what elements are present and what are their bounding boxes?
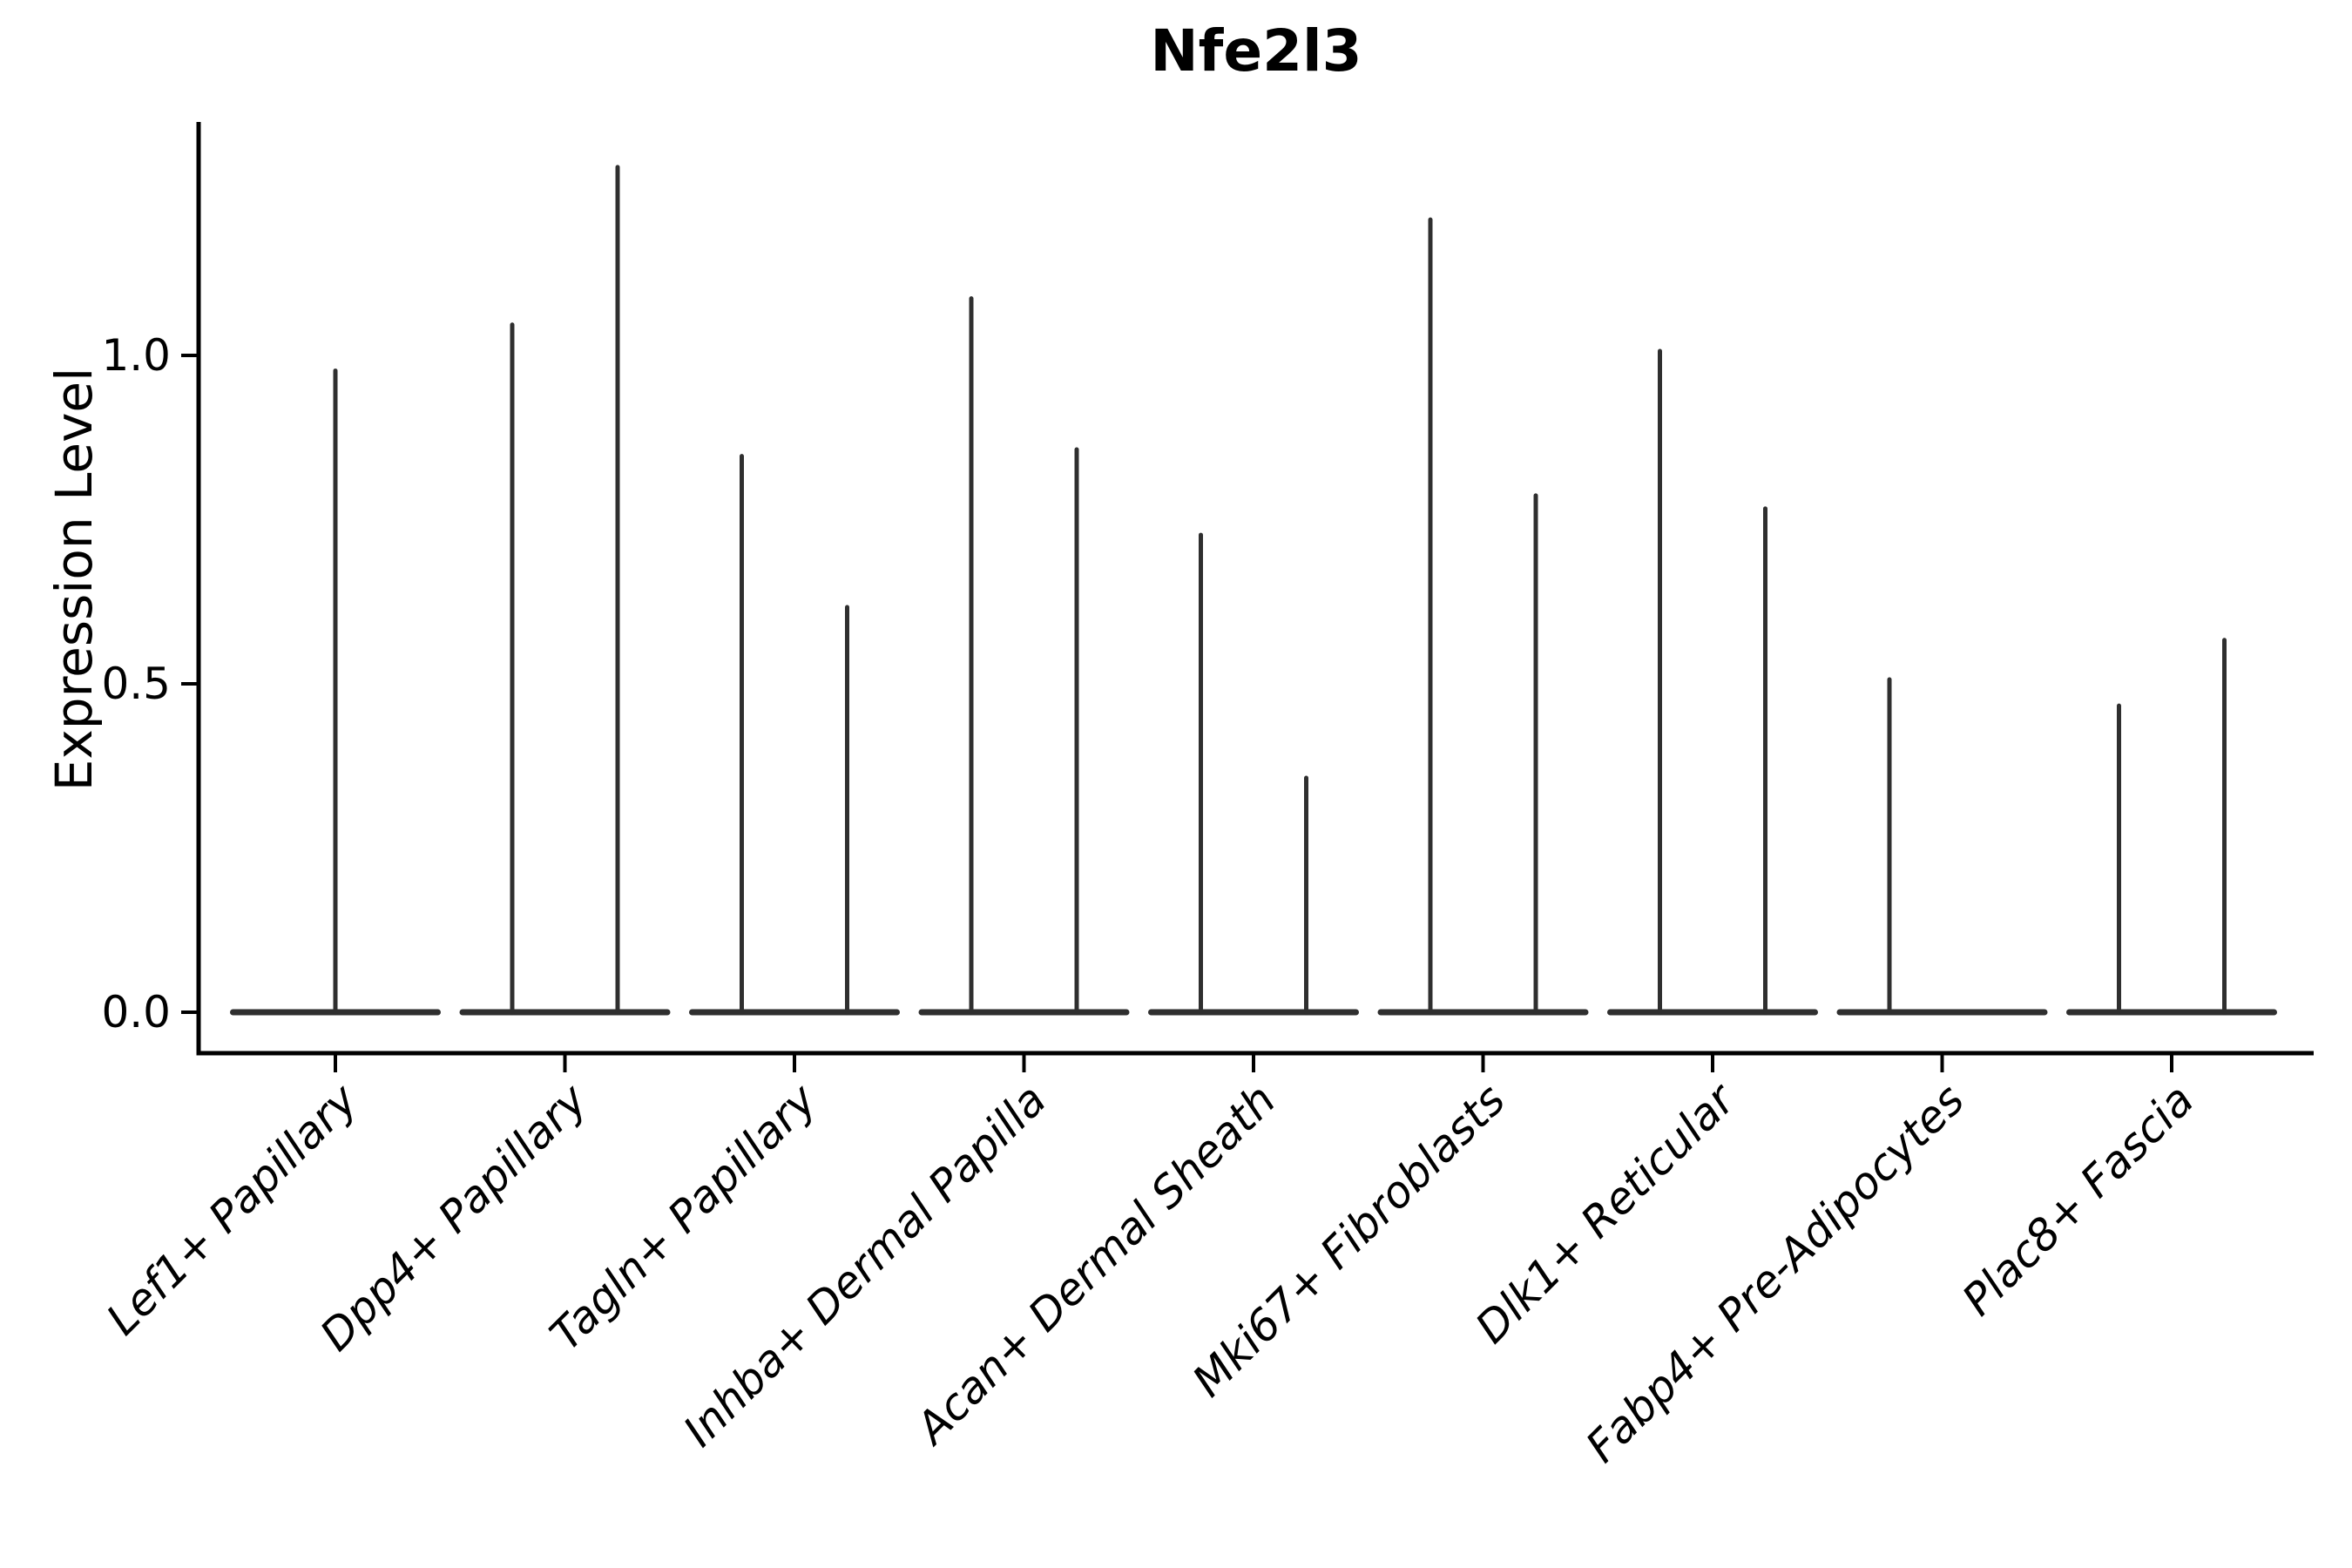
y-tick-label: 0.5: [101, 659, 171, 709]
violin-spike: [1658, 348, 1662, 1016]
x-tick-label: Fabp4+ Pre-Adipocytes: [1576, 1074, 1974, 1472]
violin-spike: [1074, 447, 1079, 1016]
violin-spike: [2222, 638, 2227, 1016]
violin-base: [1148, 1009, 1359, 1016]
violin-spike: [1199, 532, 1203, 1016]
violin-spike: [1304, 775, 1308, 1016]
violin-spike: [2117, 703, 2121, 1016]
violin-base: [1607, 1009, 1818, 1016]
violin-base: [2066, 1009, 2277, 1016]
x-tick-label: Inhba+ Dermal Papilla: [674, 1074, 1056, 1456]
violin-spike: [333, 368, 338, 1016]
violin-spike: [615, 165, 620, 1016]
violin-spike: [1428, 217, 1433, 1016]
violin-spike: [1763, 506, 1767, 1016]
violin-base: [1377, 1009, 1589, 1016]
violin-base: [918, 1009, 1130, 1016]
violin-spike: [969, 296, 974, 1016]
y-tick-label: 0.0: [101, 987, 171, 1037]
violin-base: [459, 1009, 671, 1016]
violin-spike: [510, 322, 515, 1016]
violin-base: [689, 1009, 900, 1016]
violin-spike: [845, 605, 849, 1016]
x-tick-label: Lef1+ Papillary: [97, 1073, 368, 1344]
y-tick-label: 1.0: [101, 330, 171, 381]
violin-base: [1836, 1009, 2048, 1016]
violin-spike: [1533, 493, 1538, 1016]
plot-title: Nfe2l3: [1150, 17, 1362, 84]
violin-spike: [1887, 677, 1892, 1016]
x-tick-label: Plac8+ Fascia: [1953, 1074, 2204, 1325]
violin-spike: [740, 454, 744, 1016]
